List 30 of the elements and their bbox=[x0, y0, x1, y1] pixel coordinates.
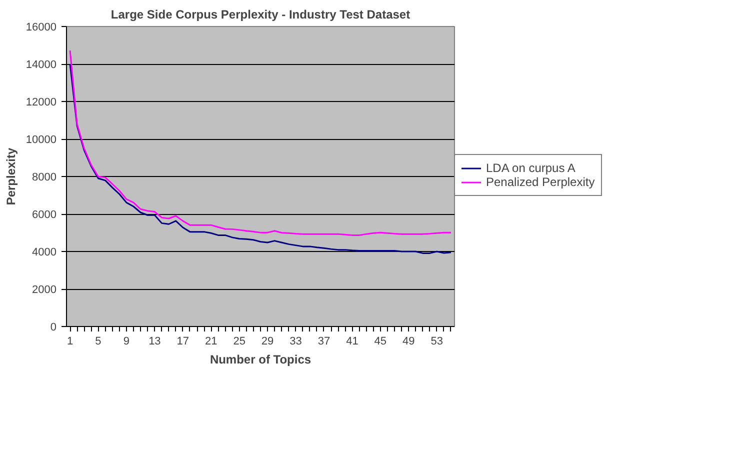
x-tick-label: 25 bbox=[233, 336, 246, 348]
y-axis-title: Perplexity bbox=[4, 147, 18, 206]
y-tick-label: 8000 bbox=[32, 172, 57, 184]
x-tick-label: 1 bbox=[66, 336, 74, 348]
legend-label: Penalized Perplexity bbox=[486, 175, 595, 189]
x-tick-label: 37 bbox=[318, 336, 330, 348]
x-tick-label: 17 bbox=[176, 336, 190, 348]
line-series bbox=[69, 63, 452, 254]
x-tick-label: 33 bbox=[290, 336, 302, 348]
chart-title: Large Side Corpus Perplexity - Industry Test Dataset bbox=[110, 8, 410, 22]
x-tick-label: 49 bbox=[402, 336, 415, 348]
y-tick-label: 4000 bbox=[32, 246, 57, 258]
y-tick-label: 14000 bbox=[26, 59, 57, 71]
x-tick-label: 21 bbox=[205, 336, 218, 348]
y-tick-label: 0 bbox=[50, 322, 57, 334]
x-axis-title: Number of Topics bbox=[210, 352, 312, 366]
y-tick-label: 2000 bbox=[32, 284, 57, 296]
x-tick-label: 29 bbox=[261, 336, 274, 348]
x-tick-label: 13 bbox=[148, 336, 161, 348]
legend-label: LDA on curpus A bbox=[486, 161, 576, 175]
y-tick-label: 12000 bbox=[26, 96, 57, 108]
line-series bbox=[69, 50, 452, 236]
y-tick-label: 16000 bbox=[26, 22, 57, 34]
x-tick-label: 53 bbox=[430, 336, 443, 348]
x-tick-label: 41 bbox=[346, 336, 358, 348]
y-tick-label: 10000 bbox=[26, 134, 57, 146]
y-tick-label: 6000 bbox=[32, 209, 57, 221]
x-tick-label: 9 bbox=[123, 336, 130, 348]
x-tick-label: 45 bbox=[374, 336, 387, 348]
x-tick-label: 5 bbox=[95, 336, 102, 348]
